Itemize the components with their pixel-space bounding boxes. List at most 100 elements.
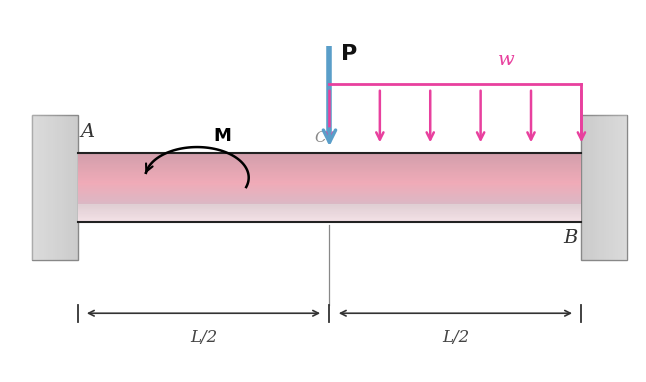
Bar [78,191,581,193]
Text: B: B [564,229,578,247]
Bar [616,115,618,260]
Bar [78,179,581,180]
Bar [78,154,581,155]
Bar [78,152,581,154]
Bar [78,168,581,170]
Bar [78,194,581,195]
Bar [55,115,57,260]
Bar [611,115,613,260]
Bar [78,182,581,184]
Bar [78,212,581,214]
Bar [78,189,581,191]
Bar [599,115,602,260]
Bar [589,115,590,260]
Bar [78,170,581,171]
Bar [78,219,581,220]
Bar [78,183,581,185]
Text: P: P [341,44,357,64]
Bar [625,115,627,260]
Bar [78,202,581,203]
Bar [595,115,597,260]
Text: L/2: L/2 [442,329,469,346]
Bar [78,164,581,165]
Bar [78,204,581,206]
Bar [78,165,581,167]
Bar [597,115,599,260]
Bar [53,115,55,260]
Text: M: M [213,127,231,145]
Text: L/2: L/2 [190,329,217,346]
Bar [32,115,35,260]
Bar [78,176,581,178]
Bar [50,115,53,260]
Bar [78,201,581,202]
Bar [78,181,581,183]
Bar [78,173,581,175]
Bar [78,203,581,204]
Bar [78,159,581,161]
Bar [78,157,581,159]
Bar [62,115,64,260]
Bar [78,198,581,200]
Bar [78,172,581,173]
Bar [78,156,581,157]
Bar [78,155,581,156]
Bar [67,115,68,260]
Bar [37,115,39,260]
Bar [48,115,50,260]
Bar [78,174,581,176]
Bar [609,115,611,260]
Bar [78,213,581,215]
Bar [78,188,581,189]
Text: w: w [497,51,514,69]
Bar [581,115,627,260]
Bar [604,115,606,260]
Bar [78,166,581,168]
Bar [41,115,44,260]
Bar [39,115,41,260]
Bar [59,115,62,260]
Bar [78,171,581,172]
Bar [78,196,581,197]
Bar [32,115,78,260]
Bar [78,167,581,169]
Bar [78,220,581,222]
Bar [78,175,581,177]
Bar [606,115,609,260]
Bar [586,115,589,260]
Bar [46,115,48,260]
Bar [78,215,581,217]
Bar [590,115,593,260]
Bar [78,193,581,194]
Bar [78,195,581,196]
Bar [584,115,586,260]
Bar [618,115,620,260]
Bar [78,158,581,160]
Bar [35,115,37,260]
Bar [78,163,581,164]
Bar [64,115,67,260]
Bar [57,115,59,260]
Bar [78,209,581,210]
Bar [44,115,46,260]
Bar [78,214,581,216]
Bar [71,115,73,260]
Bar [602,115,604,260]
Bar [78,211,581,212]
Bar [78,180,581,181]
Bar [78,199,581,201]
Bar [73,115,75,260]
Bar [78,205,581,207]
Bar [78,186,581,187]
Bar [78,187,581,188]
Bar [581,115,584,260]
Bar [78,197,581,199]
Text: C: C [315,131,326,145]
Text: A: A [81,123,95,141]
Bar [68,115,71,260]
Bar [78,207,581,209]
Bar [78,178,581,179]
Bar [78,217,581,218]
Bar [613,115,616,260]
Bar [622,115,625,260]
